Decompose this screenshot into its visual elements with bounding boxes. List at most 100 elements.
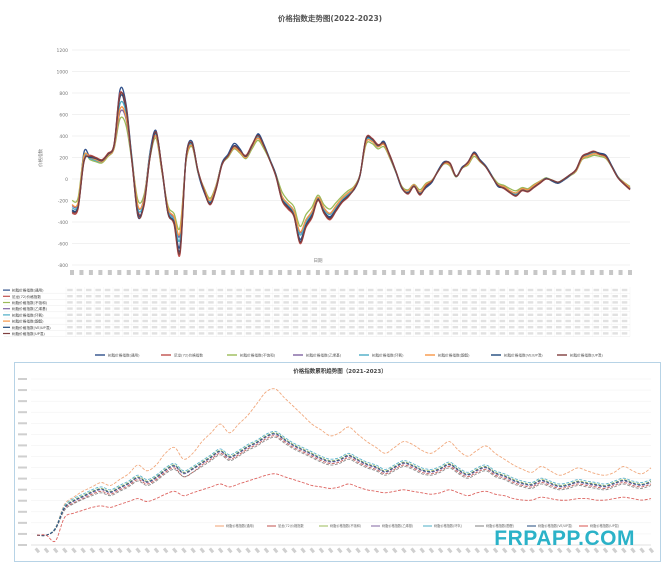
y-tick-label: 1000 (57, 70, 69, 76)
table-cell (424, 319, 430, 323)
table-cell (621, 288, 628, 292)
table-cell (537, 301, 543, 304)
y-tick-mark (18, 510, 27, 513)
x-tick-mark (593, 547, 600, 554)
chart-title: 价格指数走势图(2022-2023) (278, 13, 382, 23)
table-cell (67, 307, 73, 310)
table-cell (527, 326, 534, 329)
table-cell (86, 301, 92, 304)
table-cell (189, 313, 195, 316)
table-cell (274, 301, 280, 304)
table-cell (480, 332, 487, 335)
table-cell (471, 326, 477, 329)
table-cell (574, 319, 581, 323)
table-cell (537, 332, 543, 335)
x-tick-mark (183, 270, 188, 275)
x-tick-mark (88, 270, 93, 275)
x-tick-mark (492, 547, 499, 554)
table-cell (377, 307, 383, 310)
table-cell (264, 332, 271, 335)
table-cell (565, 332, 571, 335)
table-cell (593, 295, 600, 298)
table-cell (537, 307, 543, 310)
table-cell (76, 326, 83, 329)
table-cell (198, 326, 205, 329)
table-cell (114, 319, 120, 323)
table-cell (584, 307, 590, 310)
x-tick-mark (230, 270, 235, 275)
table-cell (321, 301, 327, 304)
table-cell (509, 326, 515, 329)
y-tick-mark (18, 532, 27, 535)
table-cell (565, 301, 571, 304)
table-cell (386, 307, 393, 310)
table-cell (142, 288, 148, 292)
x-tick-mark (164, 270, 169, 275)
x-tick-mark (520, 547, 526, 554)
x-tick-mark (98, 270, 103, 275)
table-cell (283, 288, 289, 292)
table-cell (189, 307, 195, 310)
table-cell (452, 288, 459, 292)
x-tick-mark (306, 270, 311, 275)
table-cell (245, 301, 252, 304)
x-tick-mark (456, 547, 462, 554)
x-tick-mark (621, 547, 627, 554)
table-cell (217, 288, 224, 292)
table-cell (151, 307, 158, 310)
table-cell (245, 307, 252, 310)
table-cell (339, 332, 346, 335)
table-cell (358, 295, 365, 298)
y-tick-label: -400 (58, 220, 68, 226)
x-tick-mark (107, 547, 114, 554)
table-cell (546, 301, 553, 304)
table-cell (396, 295, 402, 298)
x-tick-mark (107, 270, 112, 275)
series-line-6 (36, 433, 652, 537)
table-cell (396, 301, 402, 304)
table-cell (565, 313, 571, 316)
table-cell (565, 326, 571, 329)
table-cell (396, 288, 402, 292)
table-cell (396, 332, 402, 335)
table-cell (368, 332, 374, 335)
table-cell (349, 313, 355, 316)
y-tick-mark (18, 477, 27, 480)
table-cell (302, 313, 308, 316)
y-tick-label: -600 (58, 242, 68, 248)
table-cell (621, 301, 628, 304)
table-cell (236, 307, 242, 310)
x-tick-mark (566, 547, 572, 554)
table-cell (537, 295, 543, 298)
x-tick-mark (486, 270, 491, 275)
table-cell (584, 301, 590, 304)
table-cell (593, 301, 600, 304)
x-tick-mark (514, 270, 519, 275)
table-cell (264, 319, 271, 323)
table-cell (368, 288, 374, 292)
table-cell (603, 326, 609, 329)
table-cell (189, 326, 195, 329)
table-cell (133, 307, 139, 310)
legend-label-1: 尼龙(72)价格指数 (174, 353, 203, 358)
table-cell (358, 301, 365, 304)
table-cell (311, 288, 318, 292)
table-cell (415, 301, 421, 304)
x-tick-mark (495, 270, 500, 275)
table-cell (584, 326, 590, 329)
table-cell (170, 301, 177, 304)
x-tick-mark (98, 547, 105, 554)
table-cell (443, 288, 449, 292)
table-cell (217, 307, 224, 310)
x-tick-mark (144, 547, 151, 554)
table-cell (227, 301, 233, 304)
table-cell (189, 288, 195, 292)
table-cell (180, 326, 186, 329)
x-tick-mark (192, 270, 197, 275)
table-cell (574, 288, 581, 292)
table-cell (415, 326, 421, 329)
table-cell (198, 288, 205, 292)
table-cell (95, 326, 101, 329)
table-cell (471, 301, 477, 304)
table-cell (527, 332, 534, 335)
